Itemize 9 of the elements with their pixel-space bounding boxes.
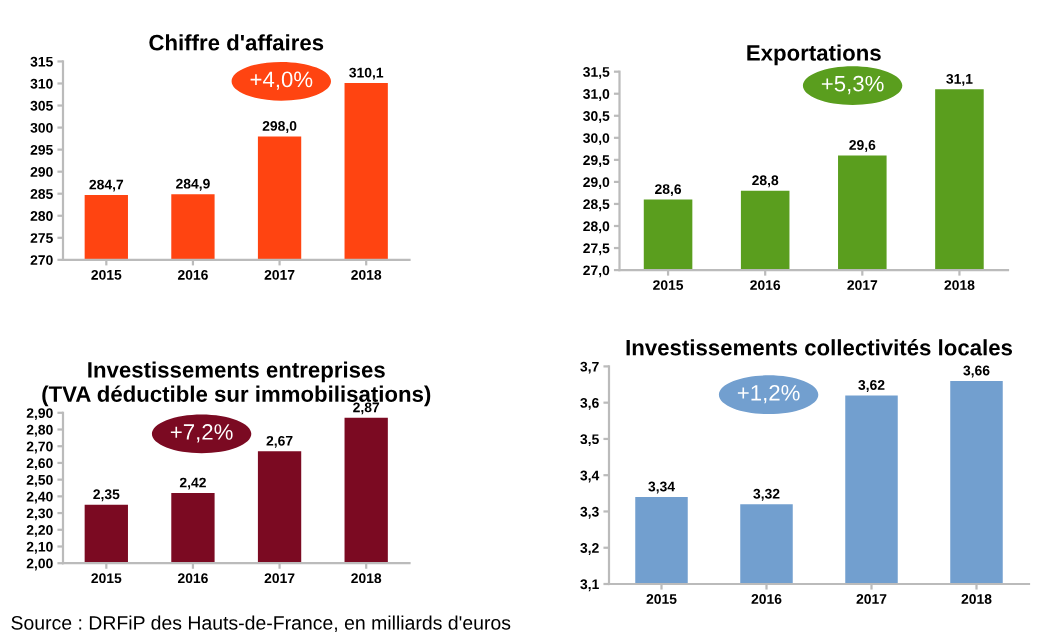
source-note: Source : DRFiP des Hauts-de-France, en milliards d'euros: [11, 615, 511, 633]
chart-title: Exportations: [747, 44, 881, 66]
annotation: +1,2%: [737, 384, 800, 404]
chart-title: Investissements entreprises (TVA déductible sur immobilisations): [42, 361, 431, 407]
chart-title: Investissements collectivités locales: [626, 338, 1013, 356]
annotation: +4,0%: [250, 71, 313, 90]
annotation: +5,3%: [821, 75, 884, 95]
chart-title: Chiffre d'affaires: [149, 34, 324, 51]
annotation: +7,2%: [170, 424, 233, 443]
